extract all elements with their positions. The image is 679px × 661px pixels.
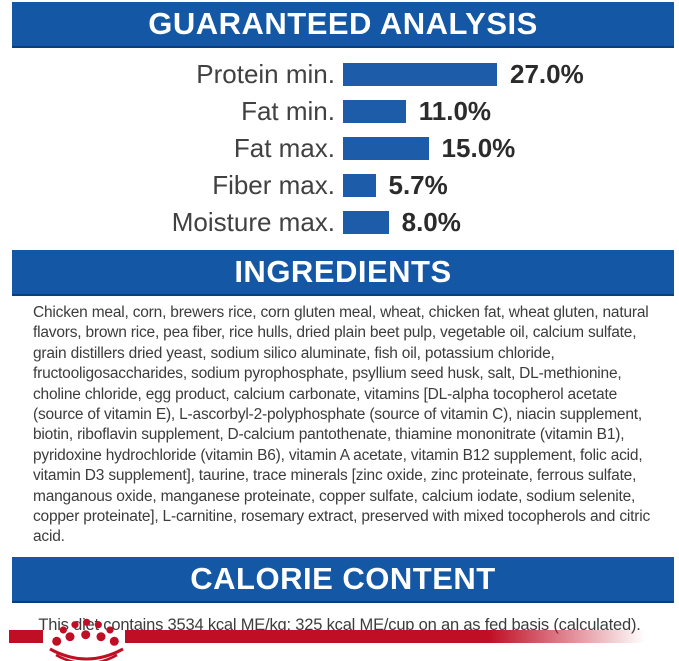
chart-row-label: Moisture max. <box>171 207 335 237</box>
calorie-content-title: CALORIE CONTENT <box>190 560 496 596</box>
chart-bar <box>343 63 497 86</box>
ingredients-title: INGREDIENTS <box>234 254 452 289</box>
chart-row: Fat min. 11.0% <box>0 93 679 130</box>
chart-row: Protein min. 27.0% <box>0 56 679 93</box>
section-header-ingredients: INGREDIENTS <box>12 250 674 296</box>
chart-row-label: Fat min. <box>241 96 335 126</box>
chart-row-label: Protein min. <box>196 59 335 89</box>
chart-row-label: Fat max. <box>233 133 335 163</box>
logo-left-rule <box>9 630 43 643</box>
chart-bar <box>343 211 389 234</box>
chart-row: Fiber max. 5.7% <box>0 167 679 204</box>
chart-row-value: 15.0% <box>441 133 516 163</box>
calorie-content-text: This diet contains 3534 kcal ME/kg; 325 … <box>38 615 641 634</box>
section-header-calorie-content: CALORIE CONTENT <box>12 556 674 603</box>
chart-row-label: Fiber max. <box>212 170 335 200</box>
chart-row-value: 27.0% <box>510 59 584 89</box>
chart-bar <box>343 100 406 123</box>
chart-row-value: 5.7% <box>388 170 448 200</box>
logo-right-rule <box>125 630 645 643</box>
ingredients-text: Chicken meal, corn, brewers rice, corn g… <box>33 304 650 546</box>
chart-row: Fat max. 15.0% <box>0 130 679 167</box>
chart-bar <box>343 174 376 197</box>
chart-row: Moisture max. 8.0% <box>0 204 679 241</box>
guaranteed-analysis-chart: Protein min. 27.0% Fat min. 11.0% Fat ma… <box>0 56 679 241</box>
chart-row-value: 8.0% <box>401 207 461 237</box>
guaranteed-analysis-title: GUARANTEED ANALYSIS <box>148 6 538 41</box>
chart-bar <box>343 137 429 160</box>
section-header-guaranteed-analysis: GUARANTEED ANALYSIS <box>12 2 674 48</box>
royal-canin-crown-logo <box>9 618 645 661</box>
chart-row-value: 11.0% <box>418 96 492 126</box>
